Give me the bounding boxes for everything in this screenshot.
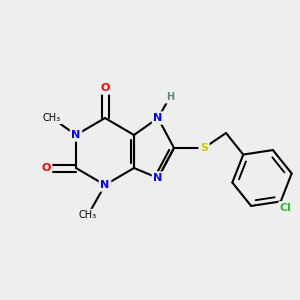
Text: N: N bbox=[153, 113, 163, 123]
Text: H: H bbox=[166, 92, 174, 102]
Text: CH₃: CH₃ bbox=[79, 210, 97, 220]
Text: N: N bbox=[153, 173, 163, 183]
Text: O: O bbox=[100, 83, 110, 93]
Text: Cl: Cl bbox=[280, 203, 292, 213]
Text: S: S bbox=[200, 143, 208, 153]
Text: N: N bbox=[71, 130, 81, 140]
Text: O: O bbox=[41, 163, 51, 173]
Text: CH₃: CH₃ bbox=[43, 113, 61, 123]
Text: N: N bbox=[100, 180, 109, 190]
